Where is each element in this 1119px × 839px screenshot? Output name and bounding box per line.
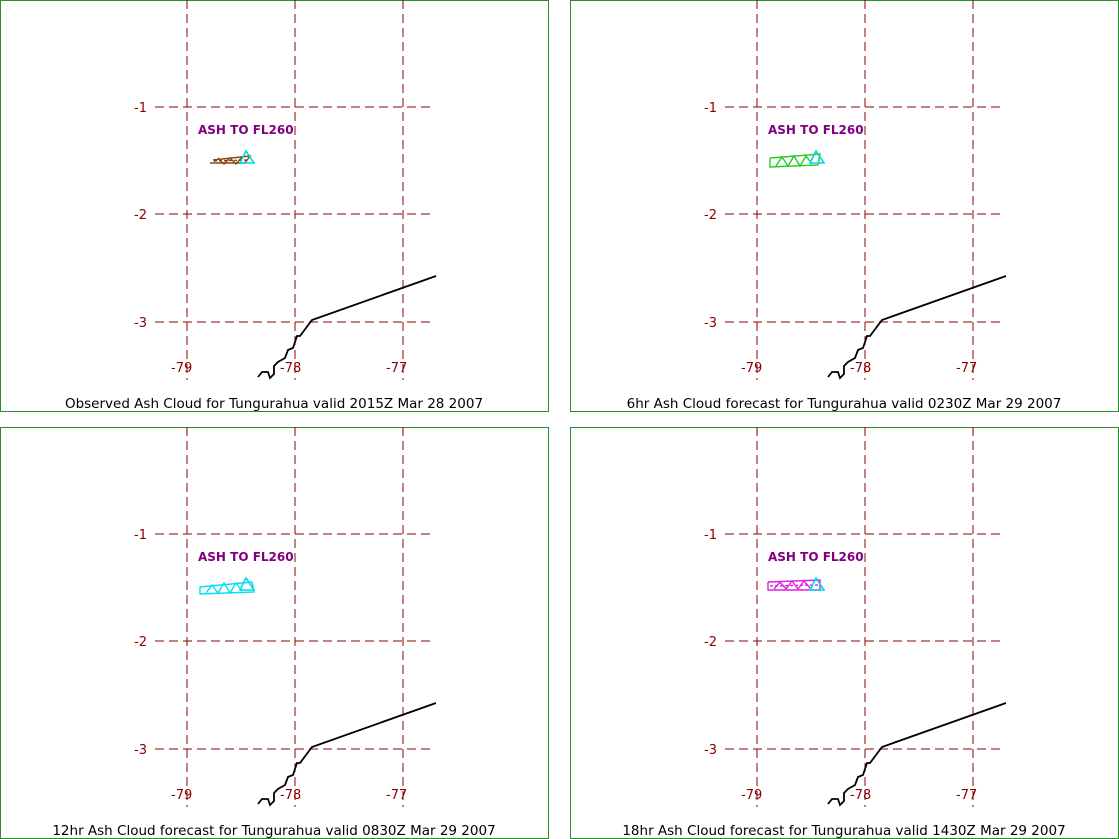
ash-level-label: ASH TO FL260	[198, 123, 294, 137]
lat-label: -1	[134, 528, 147, 543]
lat-label: -3	[704, 316, 717, 331]
lon-label: -77	[956, 361, 977, 376]
ash-cloud-polygon	[199, 581, 255, 595]
lon-label: -78	[280, 788, 301, 803]
lon-label: -79	[171, 788, 192, 803]
panel-caption: Observed Ash Cloud for Tungurahua valid …	[65, 396, 483, 412]
panel-frame	[0, 427, 549, 839]
lat-label: -1	[704, 101, 717, 116]
ash-level-label: ASH TO FL260	[768, 123, 864, 137]
volcano-marker-icon	[808, 149, 826, 164]
lat-label: -3	[704, 743, 717, 758]
lon-label: -79	[171, 361, 192, 376]
ash-level-label: ASH TO FL260	[768, 550, 864, 564]
volcano-marker-icon	[808, 576, 826, 591]
map-panel-6hr: -1 -2 -3 -79 -78 -77 ASH TO FL260 6hr As…	[570, 0, 1119, 412]
lat-label: -2	[704, 635, 717, 650]
lon-label: -78	[850, 361, 871, 376]
lon-label: -77	[956, 788, 977, 803]
lon-label: -77	[386, 788, 407, 803]
lat-label: -1	[704, 528, 717, 543]
panel-frame	[0, 0, 549, 412]
ash-cloud-polygon	[769, 153, 821, 168]
lat-label: -2	[704, 208, 717, 223]
lat-label: -1	[134, 101, 147, 116]
panel-frame	[570, 0, 1119, 412]
map-canvas: -1 -2 -3 -79 -78 -77 ASH TO FL260 18hr A…	[570, 427, 1119, 839]
lat-label: -2	[134, 208, 147, 223]
map-panel-18hr: -1 -2 -3 -79 -78 -77 ASH TO FL260 18hr A…	[570, 427, 1119, 839]
map-canvas: -1 -2 -3 -79 -78 -77 ASH TO FL260 Observ…	[0, 0, 549, 412]
map-panel-observed: -1 -2 -3 -79 -78 -77 ASH TO FL260 Observ…	[0, 0, 549, 412]
lon-label: -78	[850, 788, 871, 803]
map-canvas: -1 -2 -3 -79 -78 -77 ASH TO FL260 12hr A…	[0, 427, 549, 839]
volcano-marker-icon	[238, 149, 256, 164]
lon-label: -78	[280, 361, 301, 376]
lon-label: -79	[741, 788, 762, 803]
coastline	[827, 702, 1007, 807]
panel-caption: 6hr Ash Cloud forecast for Tungurahua va…	[627, 396, 1062, 412]
panel-caption: 18hr Ash Cloud forecast for Tungurahua v…	[622, 823, 1065, 839]
lat-label: -3	[134, 316, 147, 331]
panel-caption: 12hr Ash Cloud forecast for Tungurahua v…	[52, 823, 495, 839]
lon-label: -79	[741, 361, 762, 376]
lat-label: -2	[134, 635, 147, 650]
lat-label: -3	[134, 743, 147, 758]
ash-level-label: ASH TO FL260	[198, 550, 294, 564]
lon-label: -77	[386, 361, 407, 376]
ash-cloud-polygon	[210, 155, 252, 166]
coastline	[827, 275, 1007, 380]
coastline	[257, 702, 437, 807]
panel-frame	[570, 427, 1119, 839]
coastline	[257, 275, 437, 380]
map-canvas: -1 -2 -3 -79 -78 -77 ASH TO FL260 6hr As…	[570, 0, 1119, 412]
map-panel-12hr: -1 -2 -3 -79 -78 -77 ASH TO FL260 12hr A…	[0, 427, 549, 839]
volcano-marker-icon	[238, 576, 256, 591]
